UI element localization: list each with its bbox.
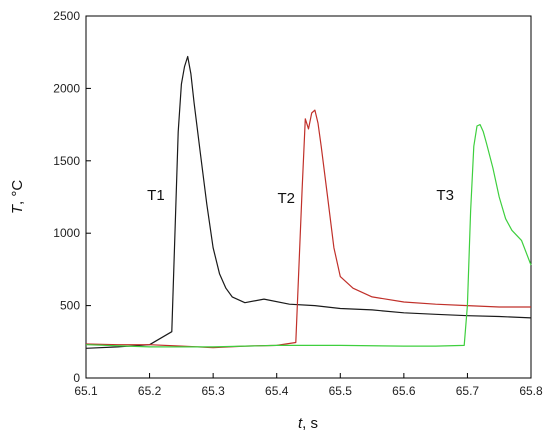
x-tick-label: 65.4 <box>265 384 289 398</box>
x-axis-label: t, s <box>298 415 318 432</box>
x-tick-label: 65.8 <box>519 384 543 398</box>
y-tick-label: 1500 <box>53 154 80 168</box>
x-tick-label: 65.7 <box>456 384 480 398</box>
y-tick-label: 1000 <box>53 226 80 240</box>
series-layer <box>85 55 532 349</box>
x-ticks: 65.1 65.2 65.3 65.4 65.5 65.6 65.7 65.8 <box>74 373 543 398</box>
plot-area <box>85 15 532 379</box>
x-tick-label: 65.1 <box>74 384 98 398</box>
annotation-label: T2 <box>277 190 295 207</box>
y-ticks: 0 500 1000 1500 2000 2500 <box>53 9 91 385</box>
x-tick-label: 65.3 <box>201 384 225 398</box>
y-axis-label: T, °C <box>9 180 26 215</box>
x-tick-label: 65.5 <box>329 384 353 398</box>
y-tick-label: 500 <box>60 299 80 313</box>
series-line-1 <box>85 55 532 349</box>
y-tick-label: 0 <box>73 371 80 385</box>
x-tick-label: 65.6 <box>392 384 416 398</box>
y-tick-label: 2500 <box>53 9 80 23</box>
series-line-3 <box>85 124 532 348</box>
y-tick-label: 2000 <box>53 81 80 95</box>
annotation-label: T3 <box>436 187 454 204</box>
annotation-label: T1 <box>147 187 165 204</box>
x-tick-label: 65.2 <box>138 384 162 398</box>
annotations: T1 T2 T3 <box>147 187 454 207</box>
series-line-2 <box>85 109 531 349</box>
